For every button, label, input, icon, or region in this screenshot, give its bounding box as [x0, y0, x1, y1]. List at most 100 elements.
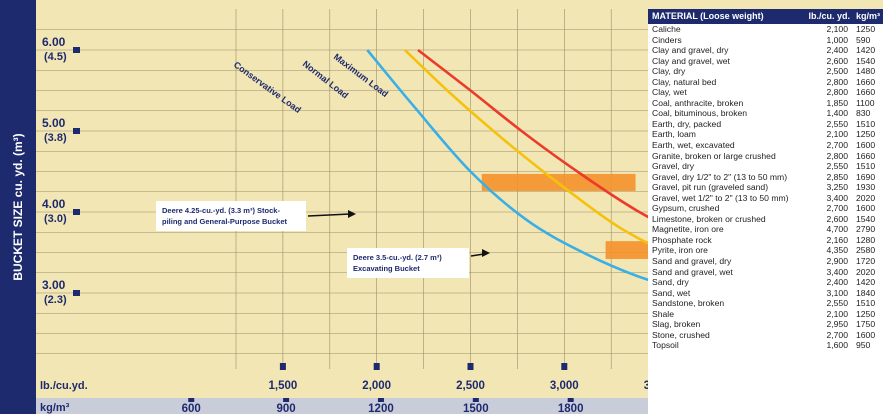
kg-m3-value: 1720: [856, 256, 876, 267]
table-row: Sand, dry 2,400 1420: [648, 277, 883, 288]
kg-m3-value: 1510: [856, 298, 876, 309]
table-row: Sand and gravel, wet 3,400 2020: [648, 267, 883, 278]
kg-m3-value: 2790: [856, 224, 876, 235]
x-tick-mark-0: [279, 363, 286, 370]
kg-m3-value: 2020: [856, 192, 876, 203]
bucket-band-1: [605, 241, 648, 259]
lb-cu-yd-value: 2,950: [826, 319, 848, 330]
table-row: Topsoil 1,600 950: [648, 340, 883, 351]
lb-cu-yd-value: 3,400: [826, 266, 848, 277]
table-row: Clay and gravel, wet 2,600 1540: [648, 56, 883, 67]
annotation-stockpiling: Deere 4.25-cu.-yd. (3.3 m³) Stock- pilin…: [156, 201, 356, 231]
kg-m3-value: 1600: [856, 329, 876, 340]
material-name: Sandstone, broken: [652, 298, 725, 309]
x2-tick-mark-3: [472, 398, 479, 402]
annotation-excavating: Deere 3.5-cu.-yd. (2.7 m³) Excavating Bu…: [347, 248, 490, 278]
material-name: Earth, wet, excavated: [652, 140, 735, 151]
lb-cu-yd-value: 4,350: [826, 245, 848, 256]
material-name: Clay, dry: [652, 66, 686, 77]
table-row: Granite, broken or large crushed 2,800 166…: [648, 151, 883, 162]
material-name: Coal, bituminous, broken: [652, 108, 748, 119]
kg-m3-value: 1480: [856, 66, 876, 77]
x2-tick-label-2: 1200: [368, 403, 394, 414]
lb-cu-yd-value: 2,850: [826, 171, 848, 182]
lb-cu-yd-value: 2,500: [826, 66, 848, 77]
kg-m3-value: 2580: [856, 245, 876, 256]
lb-cu-yd-value: 1,600: [826, 340, 848, 351]
x2-tick-mark-2: [377, 398, 384, 402]
lb-cu-yd-value: 2,700: [826, 140, 848, 151]
x-tick-mark-3: [561, 363, 568, 370]
header-kg-m3: kg/m³: [856, 11, 881, 21]
x2-tick-label-0: 600: [182, 403, 201, 414]
kg-m3-value: 1280: [856, 234, 876, 245]
y-tick-label-3: 6.00: [42, 35, 66, 49]
annotation-excavating-text: Deere 3.5-cu.-yd. (2.7 m³) Excavating Bu…: [353, 253, 444, 273]
y-tick-label-0: 3.00: [42, 278, 66, 292]
table-row: Clay, dry 2,500 1480: [648, 66, 883, 77]
kg-m3-value: 1600: [856, 203, 876, 214]
series-label-conservative: Conservative Load: [232, 60, 303, 115]
lb-cu-yd-value: 2,100: [826, 308, 848, 319]
lb-cu-yd-value: 2,550: [826, 118, 848, 129]
kg-m3-value: 1660: [856, 87, 876, 98]
table-row: Coal, bituminous, broken 1,400 830: [648, 108, 883, 119]
material-name: Limestone, broken or crushed: [652, 213, 766, 224]
table-row: Gravel, wet 1/2" to 2" (13 to 50 mm) 3,40…: [648, 193, 883, 204]
lb-cu-yd-value: 2,550: [826, 161, 848, 172]
kg-m3-value: 1540: [856, 55, 876, 66]
table-row: Shale 2,100 1250: [648, 309, 883, 320]
table-body: Caliche 2,100 1250 Cinders 1,000 590 Clay and …: [648, 24, 883, 351]
material-name: Earth, dry, packed: [652, 118, 722, 129]
series-line-2: [417, 48, 648, 219]
y2-tick-label-2: (3.8): [44, 132, 67, 144]
table-row: Gravel, dry 1/2" to 2" (13 to 50 mm) 2,85…: [648, 172, 883, 183]
lb-cu-yd-value: 4,700: [826, 224, 848, 235]
table-row: Coal, anthracite, broken 1,850 1100: [648, 98, 883, 109]
kg-m3-value: 1540: [856, 213, 876, 224]
annotation-stockpiling-text: Deere 4.25-cu.-yd. (3.3 m³) Stock- pilin…: [162, 206, 288, 226]
kg-m3-value: 590: [856, 34, 871, 45]
material-name: Clay, wet: [652, 87, 687, 98]
table-row: Clay, natural bed 2,800 1660: [648, 77, 883, 88]
y-tick-mark-2: [73, 128, 80, 134]
lb-cu-yd-value: 2,400: [826, 277, 848, 288]
lb-cu-yd-value: 2,700: [826, 329, 848, 340]
table-row: Gypsum, crushed 2,700 1600: [648, 203, 883, 214]
table-row: Sand, wet 3,100 1840: [648, 288, 883, 299]
table-header: MATERIAL (Loose weight) lb./cu. yd. kg/m…: [648, 9, 883, 24]
kg-m3-value: 1750: [856, 319, 876, 330]
series-line-1: [403, 49, 648, 245]
lb-cu-yd-value: 2,600: [826, 213, 848, 224]
lb-cu-yd-value: 1,000: [826, 34, 848, 45]
lb-cu-yd-value: 1,850: [826, 97, 848, 108]
lb-cu-yd-value: 2,800: [826, 150, 848, 161]
lb-cu-yd-value: 2,700: [826, 203, 848, 214]
lb-cu-yd-value: 2,160: [826, 234, 848, 245]
kg-m3-value: 1100: [856, 97, 875, 108]
table-row: Gravel, dry 2,550 1510: [648, 161, 883, 172]
material-name: Gravel, pit run (graveled sand): [652, 182, 769, 193]
table-row: Cinders 1,000 590: [648, 35, 883, 46]
lb-cu-yd-value: 3,100: [826, 287, 848, 298]
lb-cu-yd-value: 2,800: [826, 87, 848, 98]
table-row: Slag, broken 2,950 1750: [648, 319, 883, 330]
lb-cu-yd-value: 1,400: [826, 108, 848, 119]
kg-m3-value: 1510: [856, 161, 876, 172]
table-row: Caliche 2,100 1250: [648, 24, 883, 35]
table-row: Sand and gravel, dry 2,900 1720: [648, 256, 883, 267]
x2-tick-label-4: 1800: [558, 403, 584, 414]
lb-cu-yd-value: 2,550: [826, 298, 848, 309]
table-row: Earth, wet, excavated 2,700 1600: [648, 140, 883, 151]
material-name: Clay and gravel, dry: [652, 45, 729, 56]
axis-ticks: 3.00 (2.3) 4.00 (3.0) 5.00 (3.8) 6.00 (4.5) 1,50…: [42, 35, 648, 414]
material-name: Topsoil: [652, 340, 679, 351]
material-name: Gravel, wet 1/2" to 2" (13 to 50 mm): [652, 192, 789, 203]
lb-cu-yd-value: 3,250: [826, 182, 848, 193]
material-name: Stone, crushed: [652, 329, 710, 340]
x-unit-label: lb./cu.yd.: [40, 380, 88, 392]
kg-m3-value: 2020: [856, 266, 876, 277]
material-name: Pyrite, iron ore: [652, 245, 708, 256]
table-row: Phosphate rock 2,160 1280: [648, 235, 883, 246]
bucket-size-chart: 3.00 (2.3) 4.00 (3.0) 5.00 (3.8) 6.00 (4.5) 1,50…: [36, 9, 648, 414]
